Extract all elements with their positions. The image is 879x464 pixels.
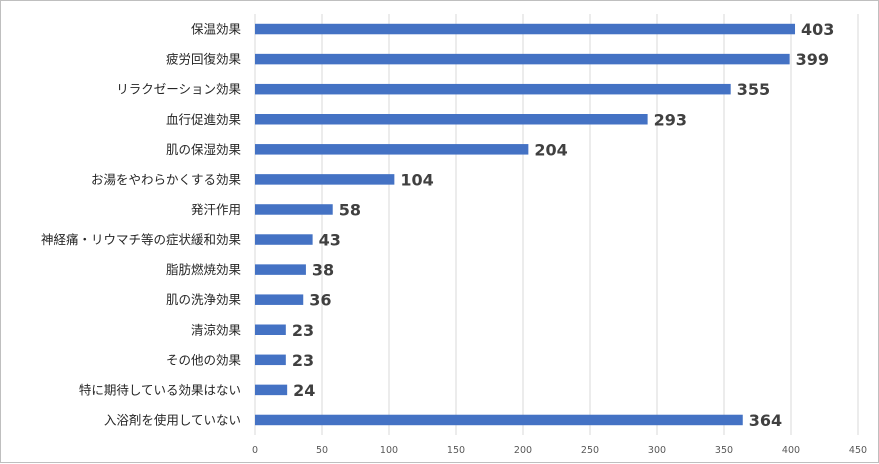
category-label: 保温効果 (191, 22, 242, 37)
x-tick-label: 150 (447, 445, 465, 456)
category-label: 清涼効果 (191, 322, 242, 337)
data-label: 364 (749, 411, 782, 430)
bar (255, 234, 313, 245)
bar (255, 174, 395, 185)
x-tick-label: 200 (514, 445, 532, 456)
data-labels: 403 399 355 293 204 104 58 43 38 36 23 23 24 364 (292, 20, 835, 430)
bar (255, 324, 286, 335)
data-label: 58 (339, 200, 361, 219)
x-tick-label: 450 (849, 445, 867, 456)
gridlines (254, 14, 859, 435)
data-label: 23 (292, 321, 314, 340)
data-label: 355 (737, 80, 770, 99)
bar (255, 294, 304, 305)
data-label: 23 (292, 351, 314, 370)
category-label: 特に期待している効果はない (79, 382, 241, 397)
bar (255, 354, 286, 366)
data-label: 36 (309, 291, 331, 310)
bar (255, 114, 648, 125)
bar (255, 264, 306, 275)
bar (255, 414, 743, 426)
x-tick-label: 300 (648, 445, 666, 456)
bar (255, 144, 529, 155)
category-label: リラクゼーション効果 (116, 82, 241, 97)
bar (255, 83, 731, 95)
bar (255, 23, 796, 35)
x-tick-label: 250 (581, 445, 599, 456)
category-label: お湯をやわらかくする効果 (91, 172, 242, 187)
bar (255, 384, 288, 396)
bar (255, 204, 333, 215)
data-label: 399 (796, 50, 829, 69)
category-label: 肌の洗浄効果 (166, 292, 242, 307)
category-label: 肌の保湿効果 (166, 142, 242, 157)
bar (255, 53, 790, 65)
x-tick-label: 0 (252, 445, 258, 456)
category-label: その他の効果 (166, 352, 242, 367)
data-label: 204 (534, 140, 567, 159)
data-label: 24 (293, 381, 315, 400)
data-label: 293 (654, 110, 687, 129)
category-label: 脂肪燃焼効果 (166, 262, 242, 277)
category-label: 発汗作用 (191, 202, 241, 217)
category-label: 血行促進効果 (166, 112, 242, 127)
category-label: 疲労回復効果 (166, 52, 242, 67)
data-label: 38 (312, 261, 334, 280)
x-axis-ticks: 0 50 100 150 200 250 300 350 400 450 (252, 445, 867, 456)
bars (255, 23, 796, 426)
x-tick-label: 400 (782, 445, 800, 456)
data-label: 104 (400, 170, 433, 189)
x-tick-label: 350 (715, 445, 733, 456)
data-label: 403 (801, 20, 834, 39)
x-tick-label: 100 (380, 445, 398, 456)
x-tick-label: 50 (316, 445, 328, 456)
category-label: 神経痛・リウマチ等の症状緩和効果 (41, 232, 242, 247)
data-label: 43 (319, 231, 341, 250)
category-labels: 保温効果疲労回復効果リラクゼーション効果血行促進効果肌の保湿効果お湯をやわらかく… (41, 22, 242, 428)
category-label: 入浴剤を使用していない (104, 412, 241, 427)
